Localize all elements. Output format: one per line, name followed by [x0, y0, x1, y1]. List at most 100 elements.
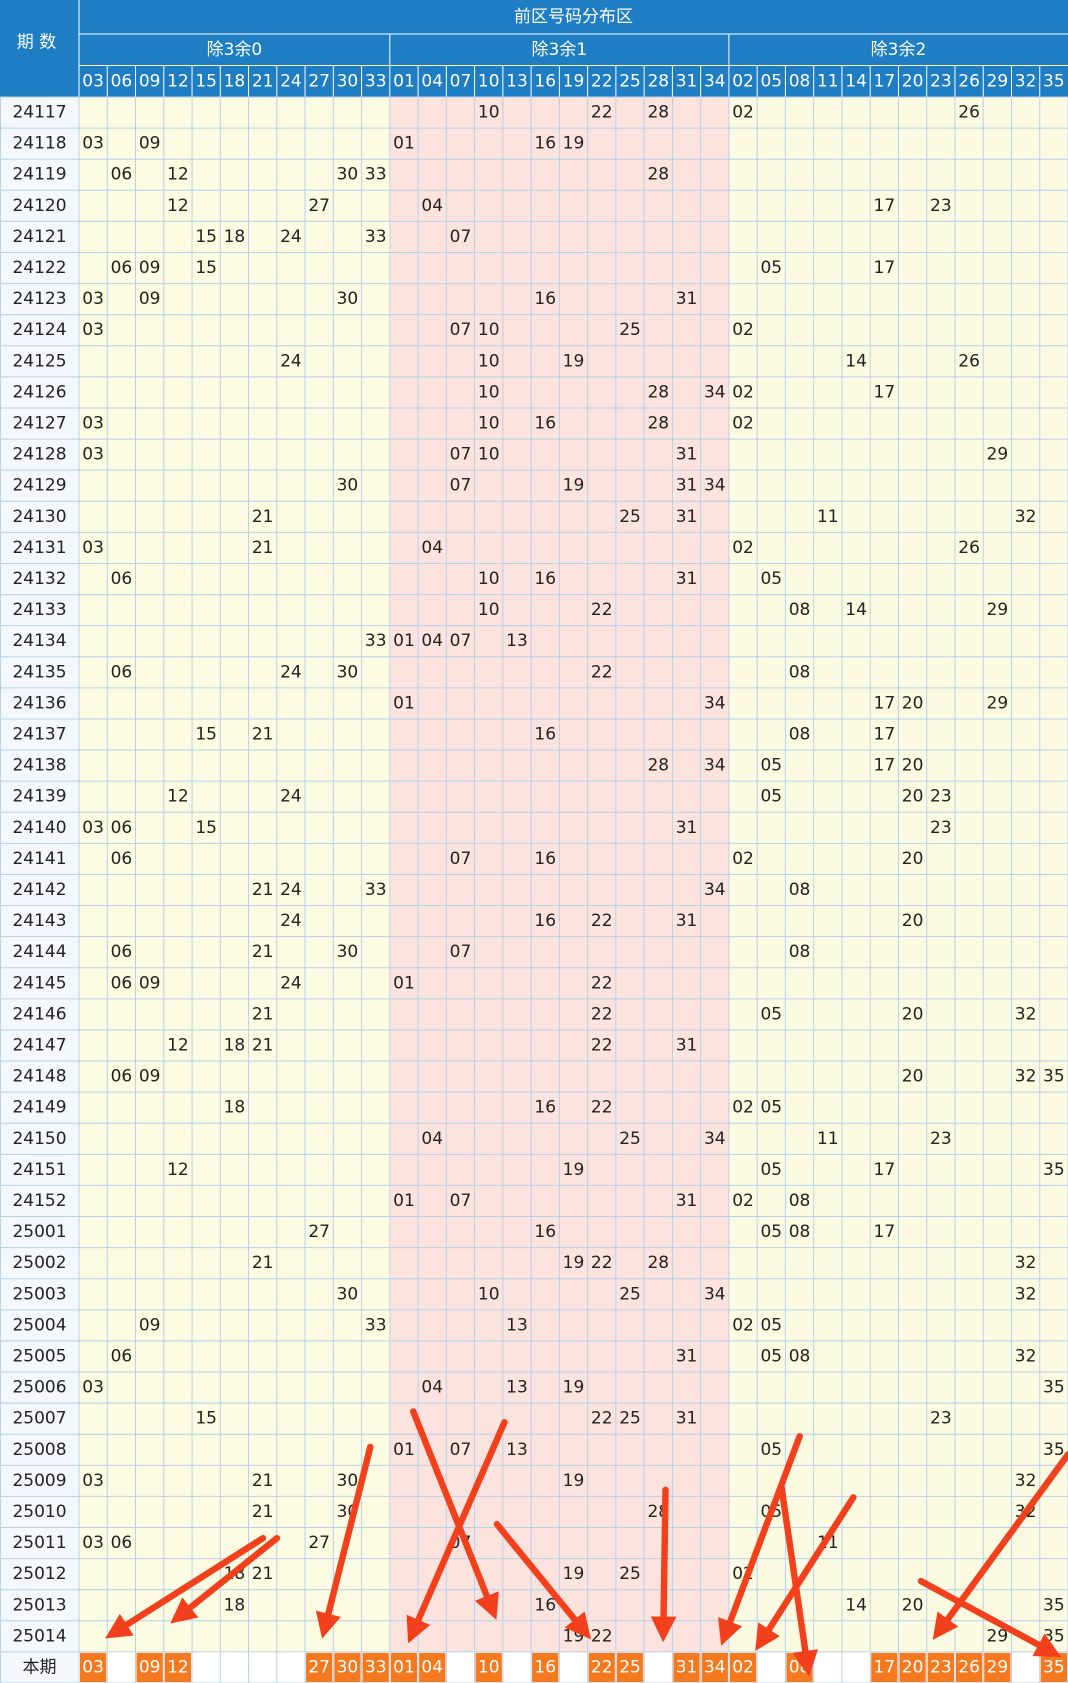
drawn-number: 08	[789, 1222, 811, 1242]
drawn-number: 02	[732, 320, 754, 340]
period: 24142	[12, 880, 66, 900]
drawn-number: 21	[252, 1004, 274, 1024]
drawn-number: 15	[195, 1409, 217, 1429]
period: 24122	[12, 258, 66, 278]
drawn-number: 06	[111, 849, 133, 869]
drawn-number: 17	[874, 382, 896, 402]
column-label: 14	[845, 71, 867, 91]
drawn-number: 24	[280, 351, 302, 371]
drawn-number: 05	[760, 1346, 782, 1366]
drawn-number: 05	[760, 1440, 782, 1460]
period: 24140	[12, 818, 66, 838]
column-label: 13	[506, 71, 528, 91]
drawn-number: 24	[280, 880, 302, 900]
current-cell	[532, 1652, 559, 1682]
drawn-number: 34	[704, 1284, 726, 1304]
period: 24131	[12, 538, 66, 558]
drawn-number: 30	[337, 1471, 359, 1491]
drawn-number: 23	[930, 1409, 952, 1429]
column-label: 03	[82, 71, 104, 91]
drawn-number: 35	[1043, 1067, 1065, 1087]
column-label: 30	[337, 71, 359, 91]
drawn-number: 17	[874, 196, 896, 216]
drawn-number: 13	[506, 1315, 528, 1335]
drawn-number: 03	[82, 1533, 104, 1553]
column-label: 22	[591, 71, 613, 91]
drawn-number: 22	[591, 1004, 613, 1024]
drawn-number: 31	[676, 1035, 698, 1055]
drawn-number: 17	[874, 1160, 896, 1180]
drawn-number: 24	[280, 911, 302, 931]
current-number: 31	[676, 1657, 698, 1677]
drawn-number: 25	[619, 320, 641, 340]
period-header: 期 数	[17, 33, 56, 53]
group-label: 除3余1	[532, 40, 588, 60]
drawn-number: 22	[591, 662, 613, 682]
drawn-number: 32	[1015, 1067, 1037, 1087]
column-label: 32	[1015, 71, 1037, 91]
drawn-number: 08	[789, 725, 811, 745]
period: 25009	[12, 1471, 66, 1491]
period: 24123	[12, 289, 66, 309]
drawn-number: 17	[874, 756, 896, 776]
drawn-number: 16	[534, 725, 556, 745]
drawn-number: 07	[450, 227, 472, 247]
drawn-number: 16	[534, 849, 556, 869]
current-number: 17	[874, 1657, 896, 1677]
column-label: 26	[958, 71, 980, 91]
drawn-number: 28	[647, 756, 669, 776]
period: 24125	[12, 351, 66, 371]
period: 25008	[12, 1440, 66, 1460]
current-cell	[164, 1652, 192, 1682]
drawn-number: 01	[393, 631, 415, 651]
drawn-number: 05	[760, 569, 782, 589]
drawn-number: 15	[195, 227, 217, 247]
current-cell	[673, 1652, 700, 1682]
current-number: 34	[704, 1657, 726, 1677]
drawn-number: 02	[732, 1315, 754, 1335]
column-label: 02	[732, 71, 754, 91]
drawn-number: 33	[365, 880, 387, 900]
drawn-number: 09	[139, 1067, 161, 1087]
group-label: 除3余0	[207, 40, 263, 60]
drawn-number: 31	[676, 289, 698, 309]
column-label: 35	[1043, 71, 1065, 91]
period: 24124	[12, 320, 66, 340]
drawn-number: 12	[167, 165, 189, 185]
period: 24141	[12, 849, 66, 869]
period: 24152	[12, 1191, 66, 1211]
period: 24130	[12, 507, 66, 527]
current-cell	[475, 1652, 502, 1682]
drawn-number: 23	[930, 818, 952, 838]
drawn-number: 21	[252, 1035, 274, 1055]
drawn-number: 02	[732, 1191, 754, 1211]
drawn-number: 09	[139, 973, 161, 993]
drawn-number: 02	[732, 538, 754, 558]
drawn-number: 20	[902, 1595, 924, 1615]
annotation-arrows	[105, 1408, 1068, 1677]
drawn-number: 03	[82, 1471, 104, 1491]
current-number: 23	[930, 1657, 952, 1677]
drawn-number: 04	[421, 1378, 443, 1398]
drawn-number: 10	[478, 600, 500, 620]
drawn-number: 18	[224, 1035, 246, 1055]
drawn-number: 25	[619, 1284, 641, 1304]
drawn-number: 10	[478, 351, 500, 371]
drawn-number: 01	[393, 973, 415, 993]
drawn-number: 21	[252, 1471, 274, 1491]
column-label: 15	[195, 71, 217, 91]
drawn-number: 01	[393, 1440, 415, 1460]
period: 25011	[12, 1533, 66, 1553]
current-cell	[701, 1652, 728, 1682]
drawn-number: 05	[760, 1160, 782, 1180]
drawn-number: 11	[817, 507, 839, 527]
drawn-number: 21	[252, 538, 274, 558]
drawn-number: 30	[337, 1284, 359, 1304]
drawn-number: 15	[195, 725, 217, 745]
drawn-number: 17	[874, 1222, 896, 1242]
drawn-number: 22	[591, 103, 613, 123]
current-cell	[927, 1652, 954, 1682]
drawn-number: 03	[82, 445, 104, 465]
drawn-number: 06	[111, 662, 133, 682]
